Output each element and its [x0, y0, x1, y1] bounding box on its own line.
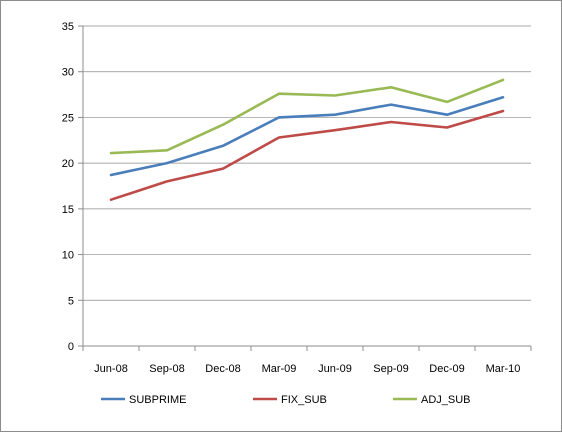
legend-item-fix-sub: FIX_SUB	[253, 394, 327, 406]
series-line-subprime	[109, 96, 505, 177]
x-tick-labels: Jun-08 Sep-08 Dec-08 Mar-09 Jun-09 Sep-09 Dec-…	[94, 363, 520, 375]
y-tick-label: 25	[62, 112, 74, 124]
x-tick-label: Mar-09	[262, 363, 297, 375]
x-tick-label: Mar-10	[486, 363, 521, 375]
y-tick-label: 30	[62, 67, 74, 79]
x-tick-label: Jun-08	[94, 363, 128, 375]
legend-label: FIX_SUB	[281, 394, 327, 406]
y-tick-label: 10	[62, 250, 74, 262]
x-tick-label: Jun-09	[318, 363, 352, 375]
y-tick-labels: 0 5 10 15 20 25 30 35	[62, 21, 74, 353]
x-tick-label: Sep-08	[149, 363, 184, 375]
x-tick-label: Dec-09	[429, 363, 464, 375]
axes	[78, 25, 532, 351]
series-line-fix-sub	[109, 109, 505, 201]
legend-item-subprime: SUBPRIME	[101, 394, 186, 406]
gridlines	[83, 25, 531, 301]
legend: SUBPRIME FIX_SUB ADJ_SUB	[101, 394, 471, 406]
series-lines	[109, 78, 505, 201]
x-tick-label: Sep-09	[373, 363, 408, 375]
legend-item-adj-sub: ADJ_SUB	[393, 394, 471, 406]
y-tick-label: 20	[62, 158, 74, 170]
y-tick-label: 35	[62, 21, 74, 33]
series-line-adj-sub	[109, 78, 505, 155]
legend-label: ADJ_SUB	[421, 394, 471, 406]
y-tick-label: 15	[62, 204, 74, 216]
legend-label: SUBPRIME	[129, 394, 186, 406]
y-tick-label: 0	[68, 341, 74, 353]
y-tick-label: 5	[68, 295, 74, 307]
x-tick-label: Dec-08	[205, 363, 240, 375]
